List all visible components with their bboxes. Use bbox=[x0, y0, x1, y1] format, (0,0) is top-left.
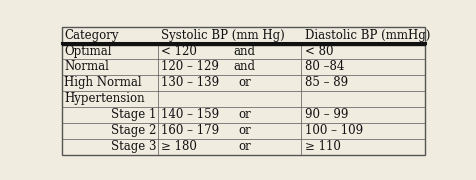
Text: Systolic BP (mm Hg): Systolic BP (mm Hg) bbox=[161, 29, 285, 42]
Text: or: or bbox=[238, 76, 251, 89]
Text: or: or bbox=[238, 140, 251, 153]
Text: High Normal: High Normal bbox=[64, 76, 141, 89]
Text: < 80: < 80 bbox=[305, 45, 333, 58]
Text: 130 – 139: 130 – 139 bbox=[161, 76, 219, 89]
Text: < 120: < 120 bbox=[161, 45, 197, 58]
Text: Normal: Normal bbox=[64, 60, 109, 73]
Text: Optimal: Optimal bbox=[64, 45, 111, 58]
Text: ≥ 180: ≥ 180 bbox=[161, 140, 197, 153]
Text: 100 – 109: 100 – 109 bbox=[305, 124, 363, 137]
Text: Category: Category bbox=[64, 29, 119, 42]
Text: Stage 2: Stage 2 bbox=[111, 124, 157, 137]
Text: Hypertension: Hypertension bbox=[64, 92, 145, 105]
Text: 120 – 129: 120 – 129 bbox=[161, 60, 219, 73]
Text: Stage 1: Stage 1 bbox=[111, 108, 157, 121]
Text: 160 – 179: 160 – 179 bbox=[161, 124, 219, 137]
Text: Diastolic BP (mmHg): Diastolic BP (mmHg) bbox=[305, 29, 430, 42]
Text: and: and bbox=[234, 60, 256, 73]
Text: Stage 3: Stage 3 bbox=[111, 140, 157, 153]
Text: and: and bbox=[234, 45, 256, 58]
Text: or: or bbox=[238, 124, 251, 137]
Text: 140 – 159: 140 – 159 bbox=[161, 108, 219, 121]
Text: 85 – 89: 85 – 89 bbox=[305, 76, 348, 89]
Text: 80 –84: 80 –84 bbox=[305, 60, 344, 73]
Text: or: or bbox=[238, 108, 251, 121]
Text: 90 – 99: 90 – 99 bbox=[305, 108, 348, 121]
Text: ≥ 110: ≥ 110 bbox=[305, 140, 341, 153]
